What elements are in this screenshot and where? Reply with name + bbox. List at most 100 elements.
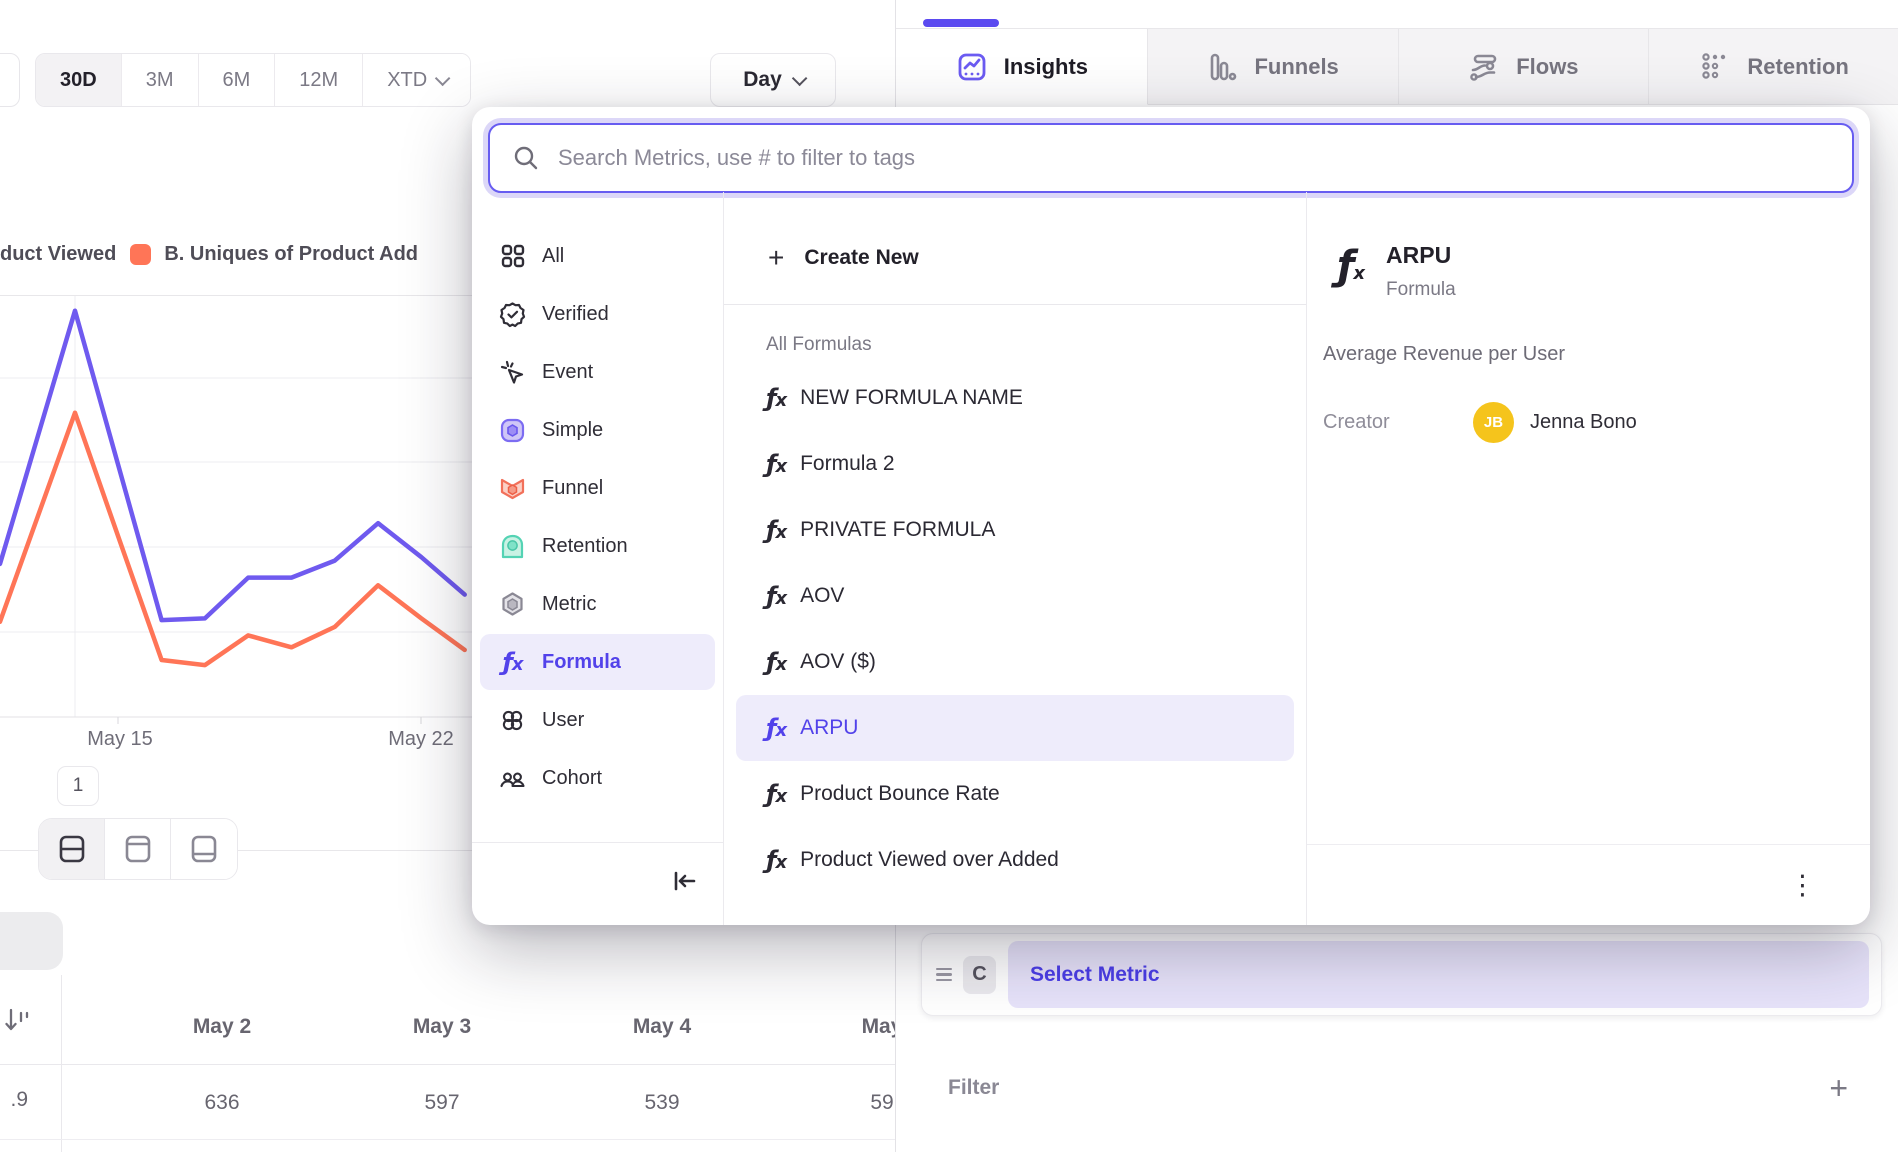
metric-detail-panel: ƒx ARPU Formula Average Revenue per User… bbox=[1307, 192, 1870, 925]
picker-body: All Verified bbox=[472, 192, 1870, 925]
list-divider bbox=[724, 304, 1306, 305]
series-b-line bbox=[0, 410, 467, 668]
formula-item[interactable]: ƒx Formula 2 bbox=[736, 431, 1294, 497]
create-new-button[interactable]: + Create New bbox=[724, 226, 1306, 290]
frozen-cell-value-partial: .9 bbox=[10, 1088, 28, 1111]
report-type-tabs: Insights Funnels Flows bbox=[897, 29, 1898, 105]
top-divider bbox=[896, 28, 1898, 29]
range-xtd-button[interactable]: XTD bbox=[363, 54, 471, 106]
more-options-kebab-icon[interactable]: ⋮ bbox=[1789, 870, 1816, 901]
detail-title: ARPU bbox=[1386, 242, 1452, 268]
formula-item[interactable]: ƒx Product Viewed over Added bbox=[736, 827, 1294, 893]
grid-icon bbox=[498, 242, 527, 271]
detail-description: Average Revenue per User bbox=[1323, 343, 1565, 365]
table-header-cell: May 4 bbox=[632, 1015, 692, 1038]
verified-badge-icon bbox=[498, 300, 527, 329]
formula-item[interactable]: ƒx Product Bounce Rate bbox=[736, 761, 1294, 827]
sidebar-item-cohort[interactable]: Cohort bbox=[480, 750, 715, 806]
layout-table-view-button[interactable] bbox=[171, 819, 237, 879]
add-filter-button[interactable]: + bbox=[1829, 1070, 1848, 1106]
search-metrics-input[interactable] bbox=[558, 145, 1852, 171]
metric-picker-modal: All Verified bbox=[472, 107, 1870, 925]
formula-item-label: ARPU bbox=[800, 716, 859, 739]
step-letter-chip: C bbox=[963, 955, 996, 994]
formula-fx-icon: ƒx bbox=[766, 516, 787, 544]
formula-item[interactable]: ƒx NEW FORMULA NAME bbox=[736, 365, 1294, 431]
sidebar-item-simple[interactable]: Simple bbox=[480, 402, 715, 458]
detail-type: Formula bbox=[1386, 279, 1456, 300]
formula-item-label: Formula 2 bbox=[800, 452, 895, 475]
date-range-group: 30D 3M 6M 12M XTD bbox=[35, 53, 472, 107]
detail-footer-divider bbox=[1307, 844, 1870, 845]
tab-flows[interactable]: Flows bbox=[1398, 29, 1650, 105]
legend-item-a[interactable]: duct Viewed bbox=[0, 242, 117, 265]
formula-fx-icon: ƒx bbox=[766, 648, 787, 676]
sidebar-label: Cohort bbox=[542, 766, 603, 789]
tab-funnels[interactable]: Funnels bbox=[1147, 29, 1399, 105]
formula-fx-icon: ƒx bbox=[766, 714, 787, 742]
sidebar-label: User bbox=[542, 708, 585, 731]
table-header-row: May 2 May 3 May 4 May bbox=[0, 990, 895, 1065]
legend-item-b[interactable]: B. Uniques of Product Add bbox=[130, 243, 418, 266]
creator-label: Creator bbox=[1323, 411, 1390, 433]
sidebar-item-retention[interactable]: Retention bbox=[480, 518, 715, 574]
active-tab-indicator bbox=[923, 19, 999, 27]
table-value-cell: 636 bbox=[204, 1090, 240, 1114]
sidebar-item-formula[interactable]: ƒx Formula bbox=[480, 634, 715, 690]
table-header-cell: May 2 bbox=[192, 1015, 252, 1038]
tab-retention[interactable]: Retention bbox=[1649, 29, 1898, 105]
metric-hexagon-icon bbox=[498, 590, 527, 619]
funnels-bars-icon bbox=[1211, 53, 1237, 80]
formula-item[interactable]: ƒx AOV bbox=[736, 563, 1294, 629]
formula-fx-icon: ƒx bbox=[766, 450, 787, 478]
table-value-cell: 539 bbox=[644, 1090, 680, 1114]
sidebar-item-all[interactable]: All bbox=[480, 228, 715, 284]
sidebar-item-event[interactable]: Event bbox=[480, 344, 715, 400]
sidebar-label: Formula bbox=[542, 650, 621, 673]
sidebar-item-verified[interactable]: Verified bbox=[480, 286, 715, 342]
formula-list: ƒx NEW FORMULA NAME ƒx Formula 2 ƒx PRIV… bbox=[724, 365, 1306, 893]
range-12m-button[interactable]: 12M bbox=[275, 54, 364, 106]
collapse-sidebar-button[interactable] bbox=[669, 866, 699, 901]
granularity-label: Day bbox=[743, 68, 782, 91]
select-metric-button[interactable]: Select Metric bbox=[1008, 941, 1869, 1008]
formula-item-label: PRIVATE FORMULA bbox=[800, 518, 996, 541]
formula-fx-icon: ƒx bbox=[766, 780, 787, 808]
formula-fx-icon: ƒx bbox=[766, 384, 787, 412]
date-range-custom-button-partial[interactable] bbox=[0, 53, 20, 107]
range-3m-button[interactable]: 3M bbox=[121, 54, 199, 106]
formula-item[interactable]: ƒx ARPU bbox=[736, 695, 1294, 761]
formula-item[interactable]: ƒx PRIVATE FORMULA bbox=[736, 497, 1294, 563]
tab-insights[interactable]: Insights bbox=[897, 29, 1148, 105]
formula-fx-icon-large: ƒx bbox=[1337, 243, 1365, 289]
retention-arch-icon bbox=[498, 532, 527, 561]
range-30d-button[interactable]: 30D bbox=[36, 54, 122, 106]
pagination-page-1[interactable]: 1 bbox=[57, 766, 99, 806]
filter-section: Filter + bbox=[948, 1062, 1848, 1114]
sidebar-label: Verified bbox=[542, 302, 609, 325]
filter-label: Filter bbox=[948, 1076, 1000, 1099]
sidebar-label: Event bbox=[542, 360, 594, 383]
formula-item-label: Product Bounce Rate bbox=[800, 782, 1000, 805]
formula-fx-icon: ƒx bbox=[766, 582, 787, 610]
granularity-day-dropdown[interactable]: Day bbox=[710, 53, 836, 107]
sort-descending-icon[interactable] bbox=[4, 1005, 30, 1040]
table-value-row: 636 597 539 59 bbox=[0, 1066, 895, 1140]
sidebar-item-user[interactable]: User bbox=[480, 692, 715, 748]
range-6m-button[interactable]: 6M bbox=[198, 54, 276, 106]
table-header-cell: May 3 bbox=[412, 1015, 472, 1038]
drag-handle-icon[interactable] bbox=[936, 967, 952, 982]
sidebar-label: All bbox=[542, 244, 565, 267]
bottom-panel-tab[interactable] bbox=[0, 912, 63, 970]
table-header-cell: May bbox=[861, 1015, 895, 1038]
sidebar-item-funnel[interactable]: Funnel bbox=[480, 460, 715, 516]
event-cursor-icon bbox=[498, 358, 527, 387]
layout-chart-view-button[interactable] bbox=[105, 819, 171, 879]
layout-split-view-button[interactable] bbox=[39, 819, 105, 879]
formula-item[interactable]: ƒx AOV ($) bbox=[736, 629, 1294, 695]
table-value-cell: 59 bbox=[870, 1090, 894, 1114]
table-value-cell: 597 bbox=[424, 1090, 460, 1114]
retention-grid-icon bbox=[1702, 52, 1726, 79]
sidebar-item-metric[interactable]: Metric bbox=[480, 576, 715, 632]
formula-item-label: Product Viewed over Added bbox=[800, 848, 1059, 871]
